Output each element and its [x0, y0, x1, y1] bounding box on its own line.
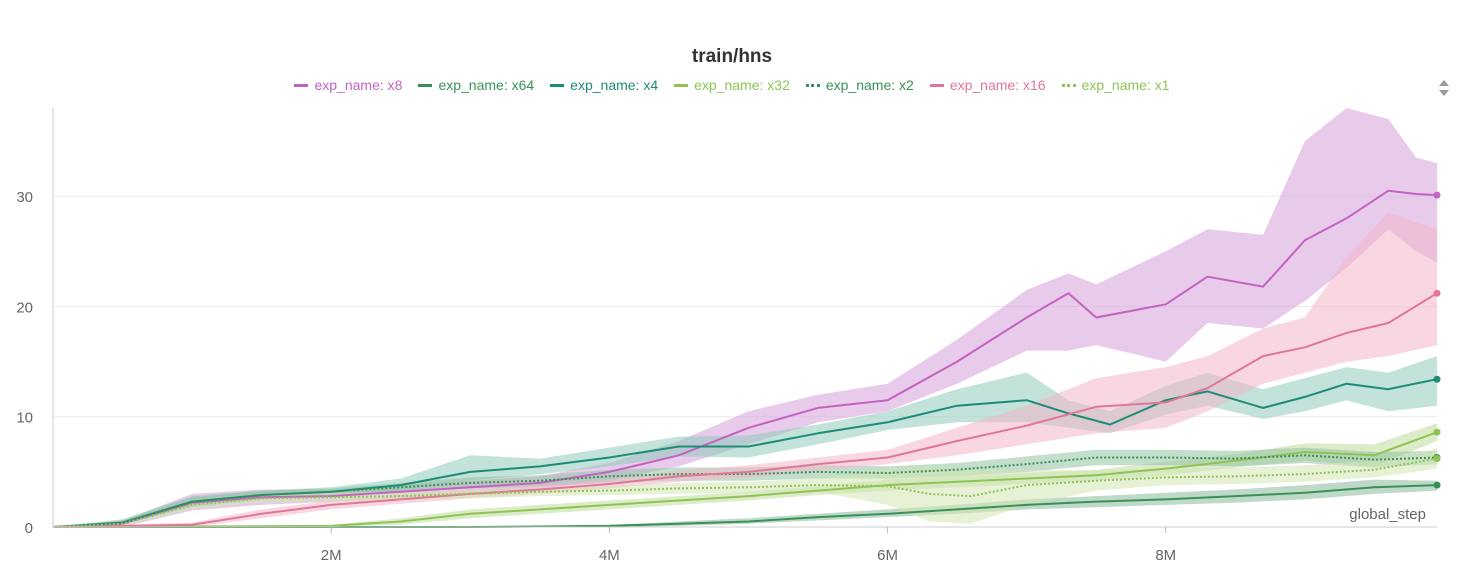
legend-item[interactable]: exp_name: x2 [805, 77, 914, 93]
x-axis-label: global_step [1349, 506, 1426, 523]
series-endpoint [1433, 289, 1441, 297]
legend-swatch [418, 83, 433, 87]
legend-item[interactable]: exp_name: x64 [418, 77, 534, 93]
legend-item[interactable]: exp_name: x4 [550, 77, 658, 93]
y-axis-ticks: 0 10 20 30 [16, 189, 33, 537]
x-tick-label: 6M [877, 547, 898, 564]
series-band [53, 448, 1437, 527]
legend-item[interactable]: exp_name: x1 [1061, 77, 1170, 93]
series-lines [52, 189, 1438, 528]
legend-swatch [805, 83, 820, 87]
series-line[interactable] [52, 457, 1438, 528]
legend-label: exp_name: x32 [694, 77, 790, 93]
x-tick-label: 4M [599, 547, 620, 564]
series-endpoint [1433, 428, 1441, 436]
series-band [53, 479, 1437, 527]
legend-label: exp_name: x1 [1081, 77, 1170, 93]
legend-swatch [294, 83, 309, 87]
series-line[interactable] [52, 431, 1438, 528]
confidence-bands [53, 108, 1437, 528]
legend-label: exp_name: x2 [825, 77, 914, 93]
series-band [53, 447, 1437, 527]
legend-swatch [1061, 83, 1076, 87]
series-endpoint [1433, 455, 1441, 463]
legend: exp_name: x8 exp_name: x64 exp_name: x4 exp… [0, 77, 1464, 93]
series-band [53, 212, 1437, 528]
series-line[interactable] [53, 484, 1438, 528]
y-tick-label: 30 [16, 189, 33, 206]
legend-swatch [929, 83, 944, 87]
y-tick-label: 0 [25, 520, 33, 537]
series-line[interactable] [52, 189, 1438, 528]
x-tick-label: 2M [321, 547, 342, 564]
y-tick-label: 20 [16, 299, 33, 316]
legend-item[interactable]: exp_name: x8 [294, 77, 402, 93]
legend-label: exp_name: x16 [949, 77, 1046, 93]
legend-label: exp_name: x64 [438, 77, 535, 93]
legend-label: exp_name: x4 [570, 77, 659, 93]
chart-title: train/hns [691, 46, 773, 67]
series-endpoints [1433, 191, 1441, 489]
x-tick-label: 8M [1155, 547, 1176, 564]
legend-swatch [550, 83, 565, 87]
legend-swatch [674, 83, 689, 87]
x-axis-ticks: 2M 4M 6M 8M [321, 527, 1176, 564]
series-endpoint [1433, 191, 1441, 199]
y-tick-label: 10 [16, 410, 33, 427]
series-endpoint [1433, 481, 1441, 489]
legend-item[interactable]: exp_name: x16 [929, 77, 1046, 93]
series-line[interactable] [52, 292, 1438, 528]
legend-item[interactable]: exp_name: x32 [674, 77, 790, 93]
legend-label: exp_name: x8 [314, 77, 403, 93]
legend-scroll-toggle-icon[interactable] [1436, 78, 1452, 98]
series-line[interactable] [52, 378, 1438, 528]
series-endpoint [1433, 375, 1441, 383]
